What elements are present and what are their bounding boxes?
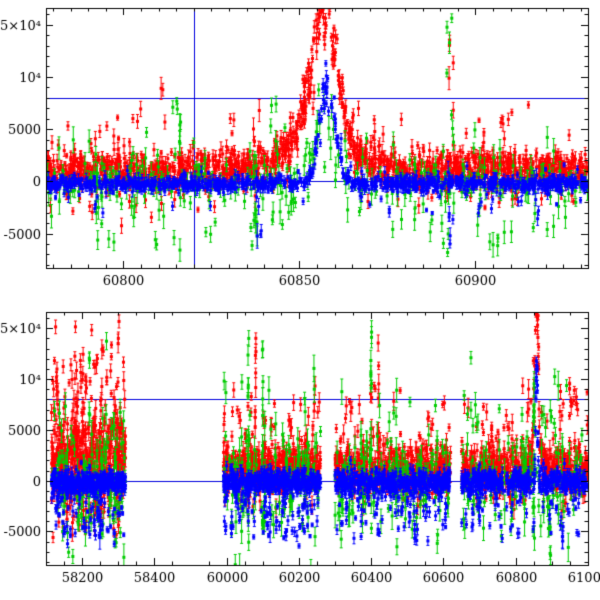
light-curve-figure bbox=[0, 0, 600, 600]
light-curves-canvas bbox=[0, 0, 600, 600]
